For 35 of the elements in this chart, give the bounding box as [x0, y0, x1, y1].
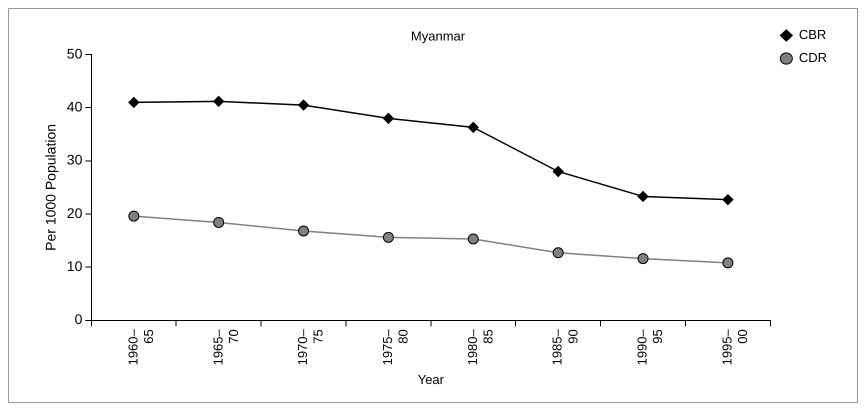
x-tick-label: 1970–75 [295, 328, 326, 366]
point [382, 232, 394, 243]
point [298, 100, 310, 111]
point [213, 216, 224, 228]
point [298, 225, 310, 236]
point [722, 257, 734, 268]
legend-label: CDR [798, 50, 828, 66]
x-tick-label: 1975–80 [380, 328, 411, 366]
point [638, 253, 649, 264]
y-tick-label: 50 [66, 45, 83, 62]
legend-label: CBR [798, 27, 826, 42]
x-tick-label: 1990–95 [634, 328, 666, 366]
point [468, 122, 479, 133]
point [638, 190, 649, 202]
y-tick-label: 30 [66, 152, 83, 168]
y-tick-label: 0 [74, 311, 83, 328]
point [722, 194, 734, 206]
x-tick-label: 1985–90 [550, 328, 580, 366]
point [128, 96, 140, 108]
x-tick-label: 1965–70 [210, 328, 241, 366]
point [552, 247, 564, 258]
x-tick-label: 1995–00 [719, 328, 750, 366]
point [128, 210, 140, 222]
y-tick-label: 10 [66, 258, 83, 274]
point [382, 112, 394, 124]
point [213, 96, 224, 107]
y-tick-label: 40 [66, 98, 83, 115]
point [552, 166, 564, 177]
x-tick-label: 1960–65 [125, 328, 156, 366]
point [468, 233, 479, 244]
y-axis-title: Per 1000 Population [42, 124, 58, 251]
y-tick-label: 20 [66, 204, 83, 221]
x-tick-label: 1980–85 [464, 328, 496, 366]
chart-title: Myanmar [410, 28, 466, 44]
x-axis-title: Year [418, 372, 445, 387]
